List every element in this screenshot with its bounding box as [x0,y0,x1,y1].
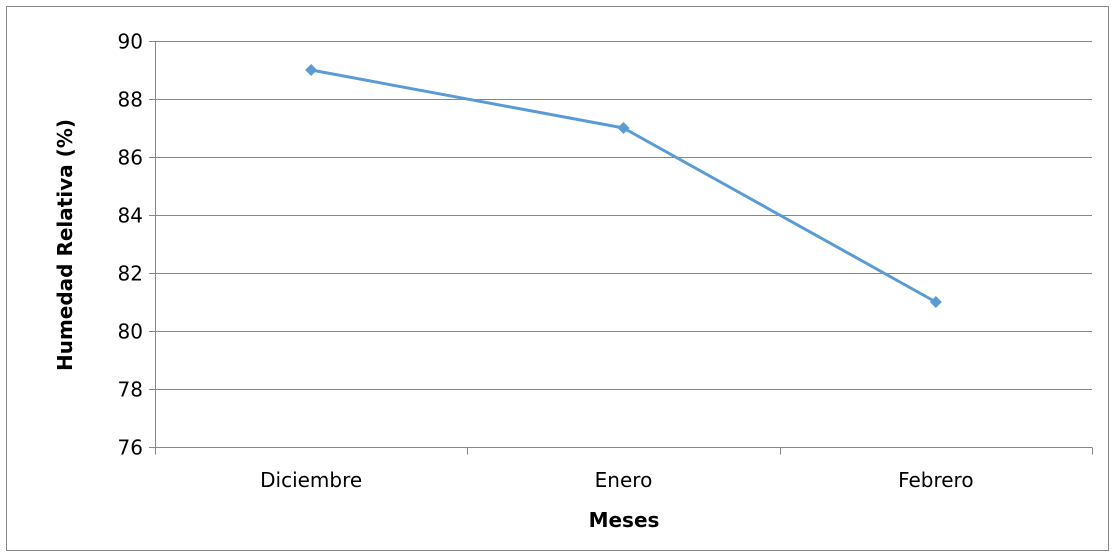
data-point-marker [929,296,942,308]
y-tick-label: 84 [118,204,143,228]
series-line [310,68,937,304]
gridlines [155,41,1092,390]
x-tick-label: Diciembre [260,468,362,492]
data-point-marker [617,122,630,134]
y-tick-label: 76 [118,436,143,460]
data-point-marker [305,64,318,76]
axes [155,41,1092,448]
y-tick-label: 90 [118,30,143,54]
chart-area [6,6,1109,551]
y-axis-title: Humedad Relativa (%) [53,119,77,371]
y-tick-label: 86 [118,146,143,170]
y-tick-label: 82 [118,262,143,286]
y-axis-ticks: 76 78 80 82 84 86 88 90 [118,30,155,460]
x-tick-label: Enero [595,468,653,492]
y-tick-label: 78 [118,378,143,402]
x-tick-label: Febrero [898,468,974,492]
y-tick-label: 88 [118,88,143,112]
y-tick-label: 80 [118,320,143,344]
x-axis-title: Meses [589,508,660,532]
series-group [305,64,942,308]
x-axis-ticks: Diciembre Enero Febrero [155,447,1093,492]
